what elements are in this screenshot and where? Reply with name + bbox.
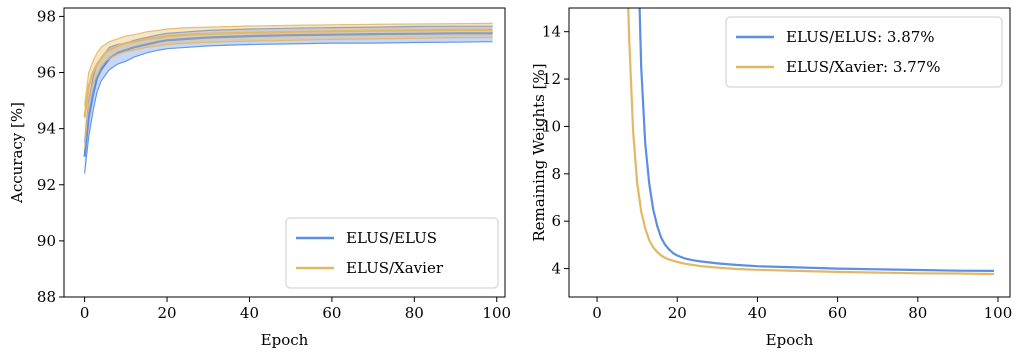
line-series-1 — [83, 32, 493, 157]
y-tick-label: 90 — [37, 232, 56, 250]
legend-label-1: ELUS/ELUS — [346, 229, 437, 247]
x-tick-label: 100 — [984, 304, 1013, 322]
x-tick-label: 60 — [322, 304, 341, 322]
axes-frame — [568, 7, 1011, 298]
x-tick-label: 40 — [240, 304, 259, 322]
x-axis-label: Epoch — [261, 331, 309, 349]
y-tick-label: 94 — [37, 120, 56, 138]
band-series-2 — [84, 23, 493, 149]
y-tick-label: 92 — [37, 176, 56, 194]
band-upper-series-2 — [84, 22, 493, 107]
legend-box — [285, 217, 499, 289]
plot-area — [83, 22, 493, 174]
legend-label-2: ELUS/Xavier — [346, 259, 444, 277]
line-series-2 — [627, 8, 995, 276]
line-series-1 — [638, 8, 995, 272]
band-series-1 — [84, 26, 493, 174]
y-tick-label: 10 — [542, 117, 561, 135]
y-tick-label: 14 — [542, 23, 561, 41]
line-series-2 — [83, 28, 493, 118]
legend-label-2: ELUS/Xavier: 3.77% — [786, 58, 940, 76]
y-tick-label: 96 — [37, 64, 56, 82]
x-tick-label: 20 — [668, 304, 687, 322]
chart-panel-1: 0 20 40 60 80 100 88 90 92 94 96 98 Epoch Accuracy [%… — [8, 7, 511, 349]
x-tick-label: 80 — [405, 304, 424, 322]
y-tick-label: 12 — [542, 70, 561, 88]
plot-area — [627, 8, 995, 276]
x-axis-label: Epoch — [766, 331, 814, 349]
y-axis-label: Accuracy [%] — [8, 102, 26, 204]
band-lower-series-1 — [84, 41, 493, 174]
y-tick-label: 8 — [551, 165, 561, 183]
legend-label-1: ELUS/ELUS: 3.87% — [786, 28, 935, 46]
chart-panel-2: 0 20 40 60 80 100 4 6 8 10 12 14 Epoch Remaining Weig… — [530, 7, 1013, 349]
y-tick-label: 6 — [551, 212, 561, 230]
y-axis-label: Remaining Weights [%] — [530, 63, 548, 241]
axes-frame — [63, 7, 506, 298]
y-tick-label: 4 — [551, 260, 561, 278]
y-tick-label: 88 — [37, 288, 56, 306]
x-tick-label: 0 — [80, 304, 90, 322]
x-tick-label: 80 — [908, 304, 927, 322]
x-tick-label: 100 — [482, 304, 511, 322]
x-tick-label: 0 — [592, 304, 602, 322]
x-tick-label: 20 — [157, 304, 176, 322]
band-lower-series-2 — [84, 36, 493, 149]
y-tick-label: 98 — [37, 7, 56, 25]
x-tick-label: 60 — [828, 304, 847, 322]
x-tick-label: 40 — [748, 304, 767, 322]
legend-box — [725, 16, 1003, 88]
